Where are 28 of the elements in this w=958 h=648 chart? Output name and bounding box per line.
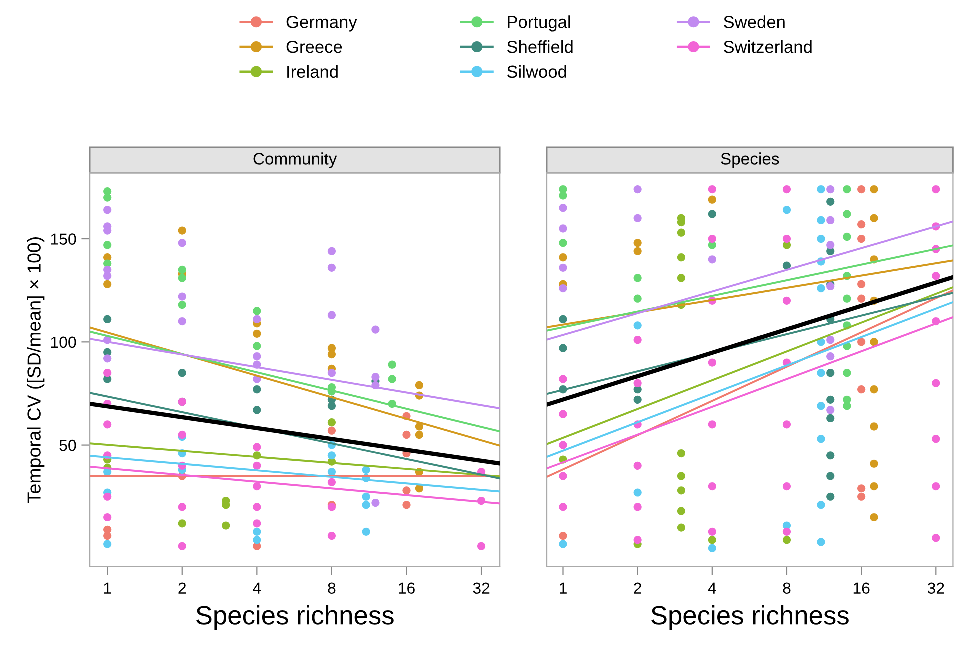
x-tick-label: 8 <box>328 582 336 594</box>
x-tick-label: 32 <box>928 582 944 594</box>
x-tick-label: 16 <box>854 582 870 594</box>
legend-label: Germany <box>286 16 358 32</box>
x-tick-label: 16 <box>399 582 415 594</box>
x-tick-label: 1 <box>104 582 112 594</box>
x-tick-label: 2 <box>634 582 642 594</box>
legend-label: Portugal <box>508 16 570 32</box>
x-tick-label: 4 <box>253 582 262 594</box>
x-tick-label: 2 <box>178 582 186 594</box>
y-tick-label: 150 <box>51 234 76 245</box>
x-axis-title: Species richness <box>652 606 849 630</box>
y-tick-label: 50 <box>60 440 76 452</box>
legend-label: Silwood <box>507 65 566 78</box>
x-tick-label: 8 <box>783 582 791 594</box>
legend-label: Sweden <box>724 16 785 28</box>
chart-title: Species <box>721 152 780 168</box>
legend-label: Sheffield <box>507 40 573 54</box>
x-tick-label: 1 <box>560 582 567 594</box>
y-axis-title: Temporal CV ([SD/mean] × 100) <box>27 238 45 504</box>
y-tick-label: 100 <box>51 336 76 348</box>
chart-title: Community <box>254 152 338 168</box>
x-tick-label: 4 <box>708 582 716 594</box>
x-axis-title: Species richness <box>196 606 394 630</box>
legend-label: Switzerland <box>724 40 812 54</box>
legend-label: Ireland <box>288 65 338 78</box>
legend-label: Greece <box>286 40 342 54</box>
x-tick-label: 32 <box>473 582 490 594</box>
